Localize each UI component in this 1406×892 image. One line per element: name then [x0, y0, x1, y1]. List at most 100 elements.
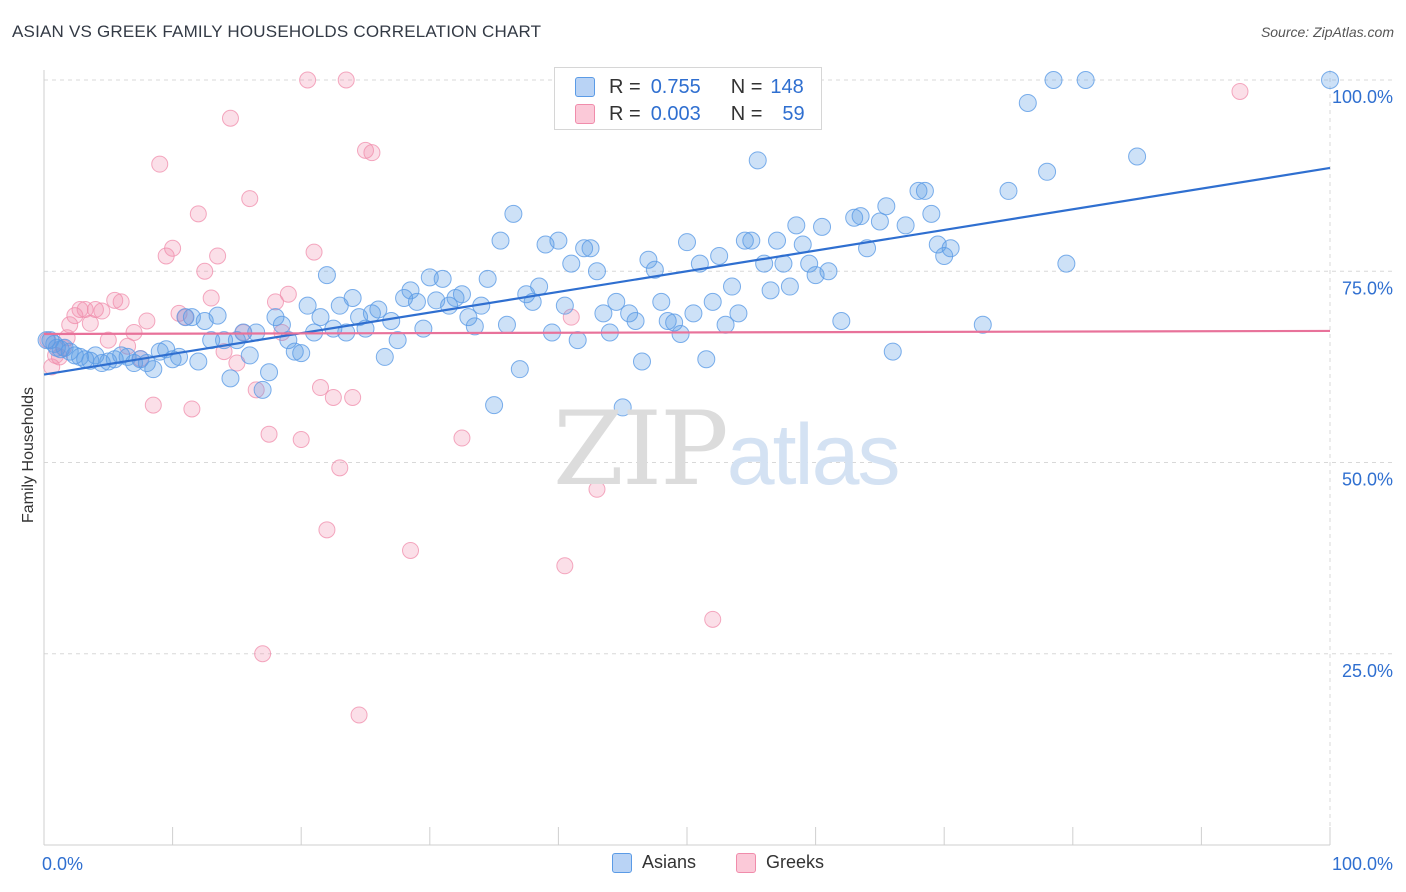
greek-point	[183, 400, 201, 418]
asian-point	[941, 239, 960, 258]
asian-point	[382, 311, 401, 330]
asian-point	[1076, 71, 1095, 89]
bottom-greek-label: Greeks	[766, 852, 825, 872]
asian-point	[504, 204, 523, 223]
asian-point	[761, 281, 780, 300]
asian-point	[999, 181, 1018, 200]
asian-point	[253, 380, 272, 399]
asian-point	[581, 239, 600, 258]
asian-r-label: R =	[609, 75, 641, 98]
greek-point	[588, 480, 606, 498]
asian-point	[433, 269, 452, 288]
asian-point	[285, 342, 304, 361]
asian-point	[369, 300, 388, 319]
bottom-asian-swatch	[612, 852, 632, 873]
greek-point	[202, 289, 220, 307]
asian-point	[877, 197, 896, 216]
asian-point	[658, 311, 677, 330]
asian-point	[1018, 93, 1037, 112]
asian-point	[555, 296, 574, 315]
asian-point	[723, 277, 742, 296]
asian-point	[562, 254, 581, 273]
asian-point	[665, 313, 684, 332]
asian-point	[748, 151, 767, 170]
asian-point	[632, 352, 651, 371]
bottom-legend-greek: Greeks	[736, 852, 824, 873]
asian-point	[176, 308, 195, 327]
greek-point	[324, 388, 342, 406]
greek-point	[144, 396, 162, 414]
asian-point	[459, 308, 478, 327]
x-tick-label: 100.0%	[1332, 854, 1393, 874]
asian-point	[587, 262, 606, 281]
asian-point	[729, 304, 748, 323]
asian-point	[260, 363, 279, 382]
greek-point	[228, 354, 246, 372]
greek-point	[299, 71, 317, 89]
greek-point	[112, 293, 130, 311]
greek-point	[266, 293, 284, 311]
greek-point	[93, 302, 111, 320]
asian-point	[221, 369, 240, 388]
asian-point	[407, 292, 426, 311]
greek-n-label: N =	[730, 102, 763, 125]
asian-point	[845, 208, 864, 227]
asian-point	[613, 398, 632, 417]
asian-point	[819, 262, 838, 281]
asian-point	[452, 285, 471, 304]
trend-lines	[43, 166, 1331, 376]
greek-point	[99, 331, 117, 349]
greek-point	[125, 323, 143, 341]
asian-point	[800, 254, 819, 273]
greek-point	[86, 301, 104, 318]
asian-point	[870, 212, 889, 231]
greek-point	[562, 308, 580, 326]
greek-point	[344, 388, 362, 406]
asian-swatch	[575, 77, 595, 97]
asian-point	[478, 269, 497, 288]
asian-point	[1128, 147, 1147, 166]
asian-point	[292, 344, 311, 363]
asian-point	[915, 181, 934, 200]
greek-point	[164, 239, 182, 257]
greek-point	[453, 429, 471, 447]
watermark: ZIPatlas	[553, 398, 901, 503]
gridlines	[44, 70, 1392, 845]
asian-point	[485, 396, 504, 415]
asian-point	[1321, 71, 1339, 89]
asian-n-label: N =	[730, 75, 763, 98]
watermark-zip: ZIP	[553, 390, 729, 509]
source-credit: Source: ZipAtlas.com	[1260, 24, 1394, 40]
asian-point	[375, 347, 394, 366]
greek-point	[279, 285, 297, 303]
greek-r-label: R =	[609, 102, 641, 125]
greek-n-value: 59	[782, 102, 805, 125]
y-tick-label: 50.0%	[1342, 470, 1393, 490]
asian-point	[266, 308, 285, 327]
asian-point	[208, 306, 227, 325]
asian-point	[883, 342, 902, 361]
watermark-atlas: atlas	[726, 407, 901, 503]
greek-point	[61, 316, 79, 334]
greek-point	[106, 291, 124, 309]
asian-point	[645, 260, 664, 279]
y-tick-label: 75.0%	[1342, 278, 1393, 298]
asian-point	[1057, 254, 1076, 273]
greek-point	[305, 243, 323, 261]
greek-point	[241, 190, 259, 208]
legend-row-greek: R = 0.003 N = 59	[575, 103, 805, 125]
asian-point	[813, 217, 832, 236]
greek-point	[363, 144, 381, 162]
greek-point	[357, 141, 374, 159]
asian-point	[510, 360, 529, 379]
greek-point	[247, 381, 265, 399]
asian-point	[607, 292, 626, 311]
asian-point	[1044, 71, 1063, 89]
asian-point	[710, 246, 729, 265]
stats-legend: R = 0.755 N = 148 R = 0.003 N = 59	[554, 67, 822, 130]
asian-point	[703, 292, 722, 311]
greek-point	[402, 541, 420, 559]
bottom-greek-swatch	[736, 852, 756, 873]
bottom-legend-asian: Asians	[612, 852, 696, 873]
